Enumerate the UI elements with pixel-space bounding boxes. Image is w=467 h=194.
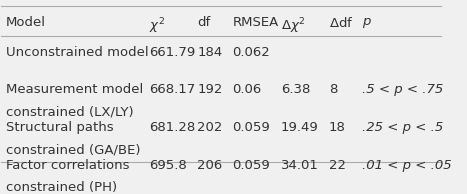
Text: RMSEA: RMSEA xyxy=(232,16,278,29)
Text: 0.059: 0.059 xyxy=(232,121,270,134)
Text: 661.79: 661.79 xyxy=(149,46,195,59)
Text: 22: 22 xyxy=(329,159,346,172)
Text: constrained (PH): constrained (PH) xyxy=(6,181,117,194)
Text: .01 < p < .05: .01 < p < .05 xyxy=(362,159,452,172)
Text: $\chi^2$: $\chi^2$ xyxy=(149,16,164,36)
Text: Structural paths: Structural paths xyxy=(6,121,113,134)
Text: 18: 18 xyxy=(329,121,346,134)
Text: 34.01: 34.01 xyxy=(281,159,318,172)
Text: 668.17: 668.17 xyxy=(149,83,195,96)
Text: 6.38: 6.38 xyxy=(281,83,310,96)
Text: Unconstrained model: Unconstrained model xyxy=(6,46,149,59)
Text: constrained (LX/LY): constrained (LX/LY) xyxy=(6,106,134,119)
Text: 192: 192 xyxy=(197,83,222,96)
Text: .25 < p < .5: .25 < p < .5 xyxy=(362,121,443,134)
Text: Model: Model xyxy=(6,16,46,29)
Text: 681.28: 681.28 xyxy=(149,121,195,134)
Text: 0.062: 0.062 xyxy=(232,46,270,59)
Text: 0.06: 0.06 xyxy=(232,83,262,96)
Text: $\Delta\chi^2$: $\Delta\chi^2$ xyxy=(281,16,305,36)
Text: .5 < p < .75: .5 < p < .75 xyxy=(362,83,443,96)
Text: 695.8: 695.8 xyxy=(149,159,186,172)
Text: 0.059: 0.059 xyxy=(232,159,270,172)
Text: $p$: $p$ xyxy=(362,16,372,30)
Text: df: df xyxy=(197,16,210,29)
Text: constrained (GA/BE): constrained (GA/BE) xyxy=(6,143,140,156)
Text: 8: 8 xyxy=(329,83,337,96)
Text: Measurement model: Measurement model xyxy=(6,83,143,96)
Text: $\Delta$df: $\Delta$df xyxy=(329,16,354,30)
Text: 184: 184 xyxy=(197,46,222,59)
Text: 202: 202 xyxy=(197,121,222,134)
Text: 19.49: 19.49 xyxy=(281,121,318,134)
Text: Factor correlations: Factor correlations xyxy=(6,159,129,172)
Text: 206: 206 xyxy=(197,159,222,172)
